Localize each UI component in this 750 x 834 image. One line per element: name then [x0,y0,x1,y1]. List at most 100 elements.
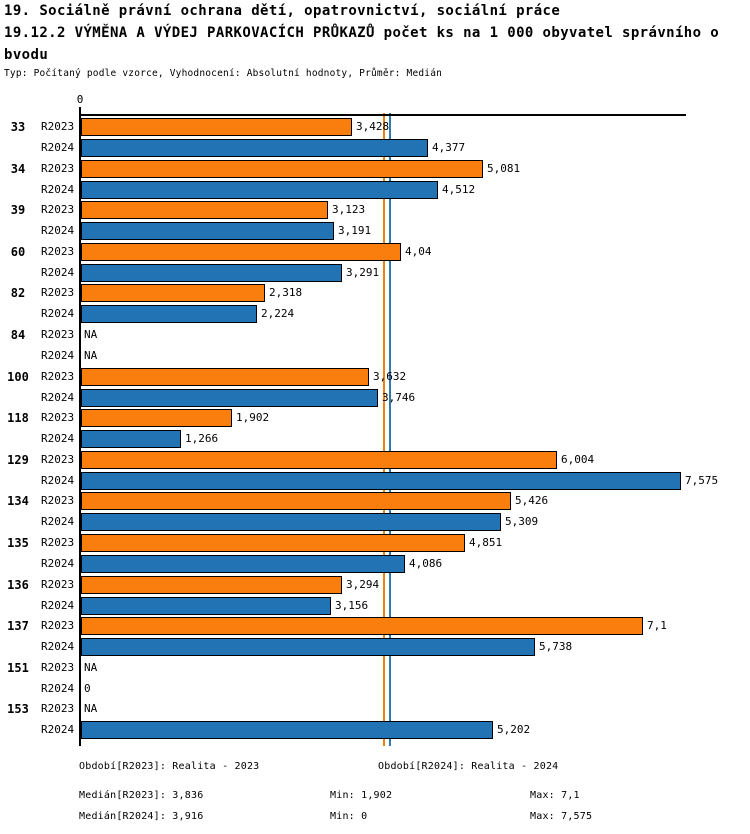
series-label-r2023: R2023 [41,702,75,715]
bar-value-r2024-153: 5,202 [497,723,531,736]
series-label-r2024: R2024 [41,391,75,404]
bar-r2024-118 [81,430,181,448]
bar-r2024-34 [81,181,438,199]
series-label-r2023: R2023 [41,619,75,632]
bar-value-r2024-34: 4,512 [442,183,476,196]
bar-r2024-136 [81,597,331,615]
bar-value-r2023-129: 6,004 [561,453,595,466]
series-label-r2024: R2024 [41,141,75,154]
series-label-r2024: R2024 [41,432,75,445]
bar-value-r2023-100: 3,632 [373,370,407,383]
series-label-r2023: R2023 [41,578,75,591]
bar-r2023-82 [81,284,265,302]
series-label-r2024: R2024 [41,266,75,279]
bar-value-r2023-153: NA [84,702,98,715]
category-label-134: 134 [7,494,29,508]
bar-value-r2023-39: 3,123 [332,203,366,216]
category-label-151: 151 [7,661,29,675]
series-label-r2023: R2023 [41,661,75,674]
median-line-r2023 [383,113,385,746]
bar-value-r2023-135: 4,851 [469,536,503,549]
category-label-82: 82 [10,286,26,300]
bar-r2023-100 [81,368,369,386]
bar-r2024-137 [81,638,535,656]
series-label-r2024: R2024 [41,682,75,695]
series-label-r2023: R2023 [41,245,75,258]
bar-value-r2023-60: 4,04 [405,245,432,258]
bar-value-r2023-82: 2,318 [269,286,303,299]
series-label-r2024: R2024 [41,183,75,196]
series-label-r2024: R2024 [41,640,75,653]
report-meta-line: Typ: Počítaný podle vzorce, Vyhodnocení:… [4,68,443,79]
bar-r2023-137 [81,617,643,635]
series-label-r2023: R2023 [41,536,75,549]
series-label-r2023: R2023 [41,370,75,383]
series-label-r2023: R2023 [41,286,75,299]
category-label-33: 33 [10,120,26,134]
bar-r2024-82 [81,305,257,323]
category-label-39: 39 [10,203,26,217]
category-label-60: 60 [10,245,26,259]
bar-value-r2023-137: 7,1 [647,619,667,632]
stat-median-r2023: Medián[R2023]: 3,836 [79,790,204,801]
bar-value-r2024-60: 3,291 [346,266,380,279]
bar-r2023-136 [81,576,342,594]
category-label-153: 153 [7,702,29,716]
report-title-line1: 19. Sociálně právní ochrana dětí, opatro… [4,3,561,19]
bar-value-r2023-84: NA [84,328,98,341]
bar-value-r2023-33: 3,428 [356,120,390,133]
axis-zero-label: 0 [76,93,84,106]
bar-value-r2024-100: 3,746 [382,391,416,404]
bar-value-r2024-33: 4,377 [432,141,466,154]
bar-r2023-39 [81,201,328,219]
category-label-136: 136 [7,578,29,592]
series-label-r2024: R2024 [41,307,75,320]
bar-value-r2023-134: 5,426 [515,494,549,507]
bar-value-r2024-39: 3,191 [338,224,372,237]
bar-value-r2024-136: 3,156 [335,599,369,612]
series-label-r2024: R2024 [41,474,75,487]
bar-r2024-134 [81,513,501,531]
stat-median-r2024: Medián[R2024]: 3,916 [79,811,204,822]
bar-value-r2024-129: 7,575 [685,474,719,487]
series-label-r2023: R2023 [41,494,75,507]
series-label-r2024: R2024 [41,723,75,736]
bar-r2024-129 [81,472,681,490]
series-label-r2023: R2023 [41,328,75,341]
bar-r2023-134 [81,492,511,510]
bar-value-r2023-136: 3,294 [346,578,380,591]
bar-value-r2024-137: 5,738 [539,640,573,653]
series-label-r2023: R2023 [41,162,75,175]
stat-min-r2024: Min: 0 [330,811,368,822]
bar-value-r2024-82: 2,224 [261,307,295,320]
report-title-line3: bvodu [4,47,49,63]
category-label-135: 135 [7,536,29,550]
series-label-r2024: R2024 [41,599,75,612]
bar-r2023-129 [81,451,557,469]
series-label-r2024: R2024 [41,557,75,570]
axis-zero-tick [79,107,81,114]
bar-r2024-33 [81,139,428,157]
bar-r2023-60 [81,243,401,261]
series-label-r2023: R2023 [41,120,75,133]
legend-period-r2023: Období[R2023]: Realita - 2023 [79,761,260,772]
x-axis-line [79,114,686,116]
category-label-118: 118 [7,411,29,425]
bar-r2023-34 [81,160,483,178]
series-label-r2024: R2024 [41,349,75,362]
series-label-r2023: R2023 [41,453,75,466]
category-label-34: 34 [10,162,26,176]
bar-value-r2023-151: NA [84,661,98,674]
category-label-129: 129 [7,453,29,467]
stat-min-r2023: Min: 1,902 [330,790,393,801]
bar-value-r2023-118: 1,902 [236,411,270,424]
legend-period-r2024: Období[R2024]: Realita - 2024 [378,761,559,772]
bar-r2023-135 [81,534,465,552]
category-label-137: 137 [7,619,29,633]
bar-r2024-39 [81,222,334,240]
bar-r2024-60 [81,264,342,282]
bar-r2023-118 [81,409,232,427]
bar-r2023-33 [81,118,352,136]
median-line-r2024 [389,113,391,746]
